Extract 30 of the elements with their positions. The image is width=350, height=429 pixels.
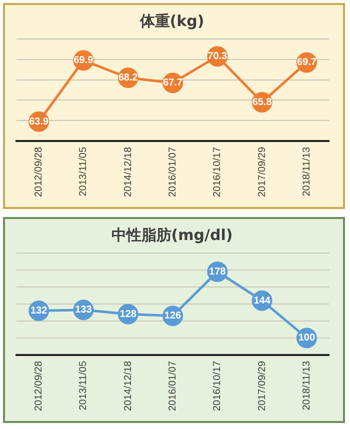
x-tick-label: 2016/10/17 — [212, 146, 224, 198]
data-label: 65.8 — [252, 96, 272, 108]
x-tick-label: 2016/10/17 — [212, 360, 224, 412]
data-label: 69.9 — [74, 55, 94, 66]
chart-title: 体重(kg) — [138, 12, 204, 30]
chart-title: 中性脂肪(mg/dl) — [111, 226, 233, 244]
x-tick-label: 2012/09/28 — [34, 146, 45, 198]
x-tick-label: 2018/11/13 — [301, 360, 312, 410]
x-tick-label: 2013/11/05 — [78, 360, 90, 410]
data-label: 70.3 — [208, 51, 228, 62]
x-tick-label: 2017/09/29 — [256, 360, 268, 412]
data-label: 144 — [254, 295, 271, 306]
data-label: 67.7 — [163, 78, 183, 89]
data-label: 100 — [298, 332, 316, 344]
x-tick-label: 2012/09/28 — [34, 360, 45, 412]
x-tick-label: 2017/09/29 — [256, 146, 268, 198]
data-label: 68.2 — [118, 72, 138, 84]
data-label: 178 — [209, 266, 226, 278]
data-label: 132 — [30, 306, 48, 317]
data-label: 133 — [75, 304, 92, 316]
x-tick-label: 2016/01/07 — [168, 146, 178, 198]
x-tick-label: 2018/11/13 — [301, 146, 312, 196]
x-tick-label: 2013/11/05 — [78, 146, 90, 196]
data-label: 69.7 — [296, 57, 317, 68]
x-tick-label: 2014/12/18 — [122, 360, 134, 412]
x-tick-label: 2014/12/18 — [122, 146, 134, 198]
x-tick-label: 2016/01/07 — [168, 360, 178, 412]
data-label: 126 — [164, 310, 182, 322]
data-label: 128 — [120, 308, 137, 320]
data-label: 63.9 — [29, 116, 49, 128]
